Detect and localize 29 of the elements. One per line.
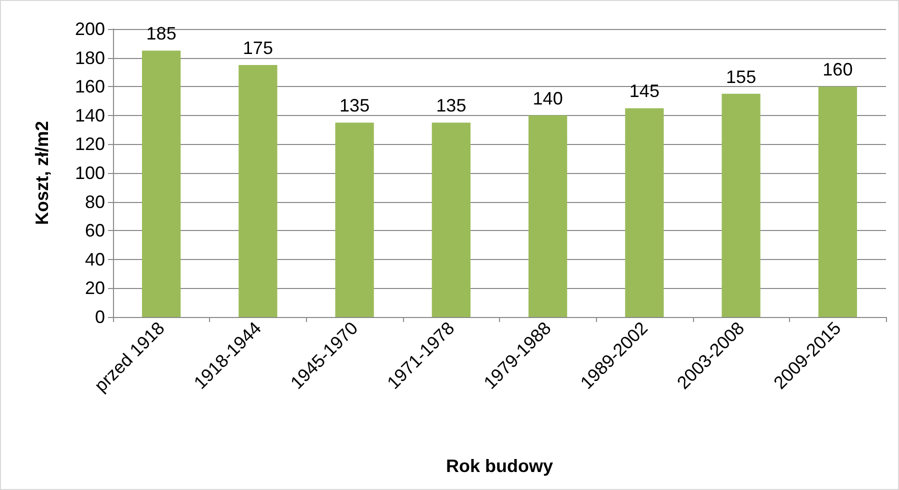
data-label: 155 — [726, 66, 756, 87]
y-tick-label: 80 — [84, 192, 105, 212]
data-label: 175 — [242, 38, 273, 58]
bar — [142, 50, 181, 317]
data-label: 135 — [436, 96, 466, 116]
bar — [722, 94, 760, 317]
bar — [818, 86, 858, 317]
y-tick-label: 200 — [74, 19, 105, 39]
data-label: 185 — [146, 24, 176, 44]
y-tick-label: 100 — [74, 163, 105, 183]
y-tick-label: 60 — [84, 220, 105, 241]
y-tick-label: 180 — [74, 48, 105, 68]
bar — [625, 108, 664, 317]
data-label: 135 — [340, 96, 370, 116]
data-label: 140 — [532, 88, 563, 108]
y-axis-title: Koszt, zł/m2 — [32, 120, 52, 226]
x-axis-title: Rok budowy — [446, 456, 553, 476]
y-tick-label: 40 — [84, 249, 105, 270]
y-tick-label: 0 — [94, 307, 105, 327]
y-tick-label: 20 — [84, 278, 105, 298]
bar — [335, 122, 374, 317]
bar — [432, 122, 471, 317]
y-tick-label: 160 — [74, 76, 105, 97]
data-label: 160 — [822, 60, 853, 80]
y-tick-label: 120 — [74, 134, 105, 154]
y-tick-label: 140 — [74, 105, 105, 126]
bar — [528, 115, 568, 317]
bar — [238, 65, 278, 317]
data-label: 145 — [629, 81, 660, 102]
